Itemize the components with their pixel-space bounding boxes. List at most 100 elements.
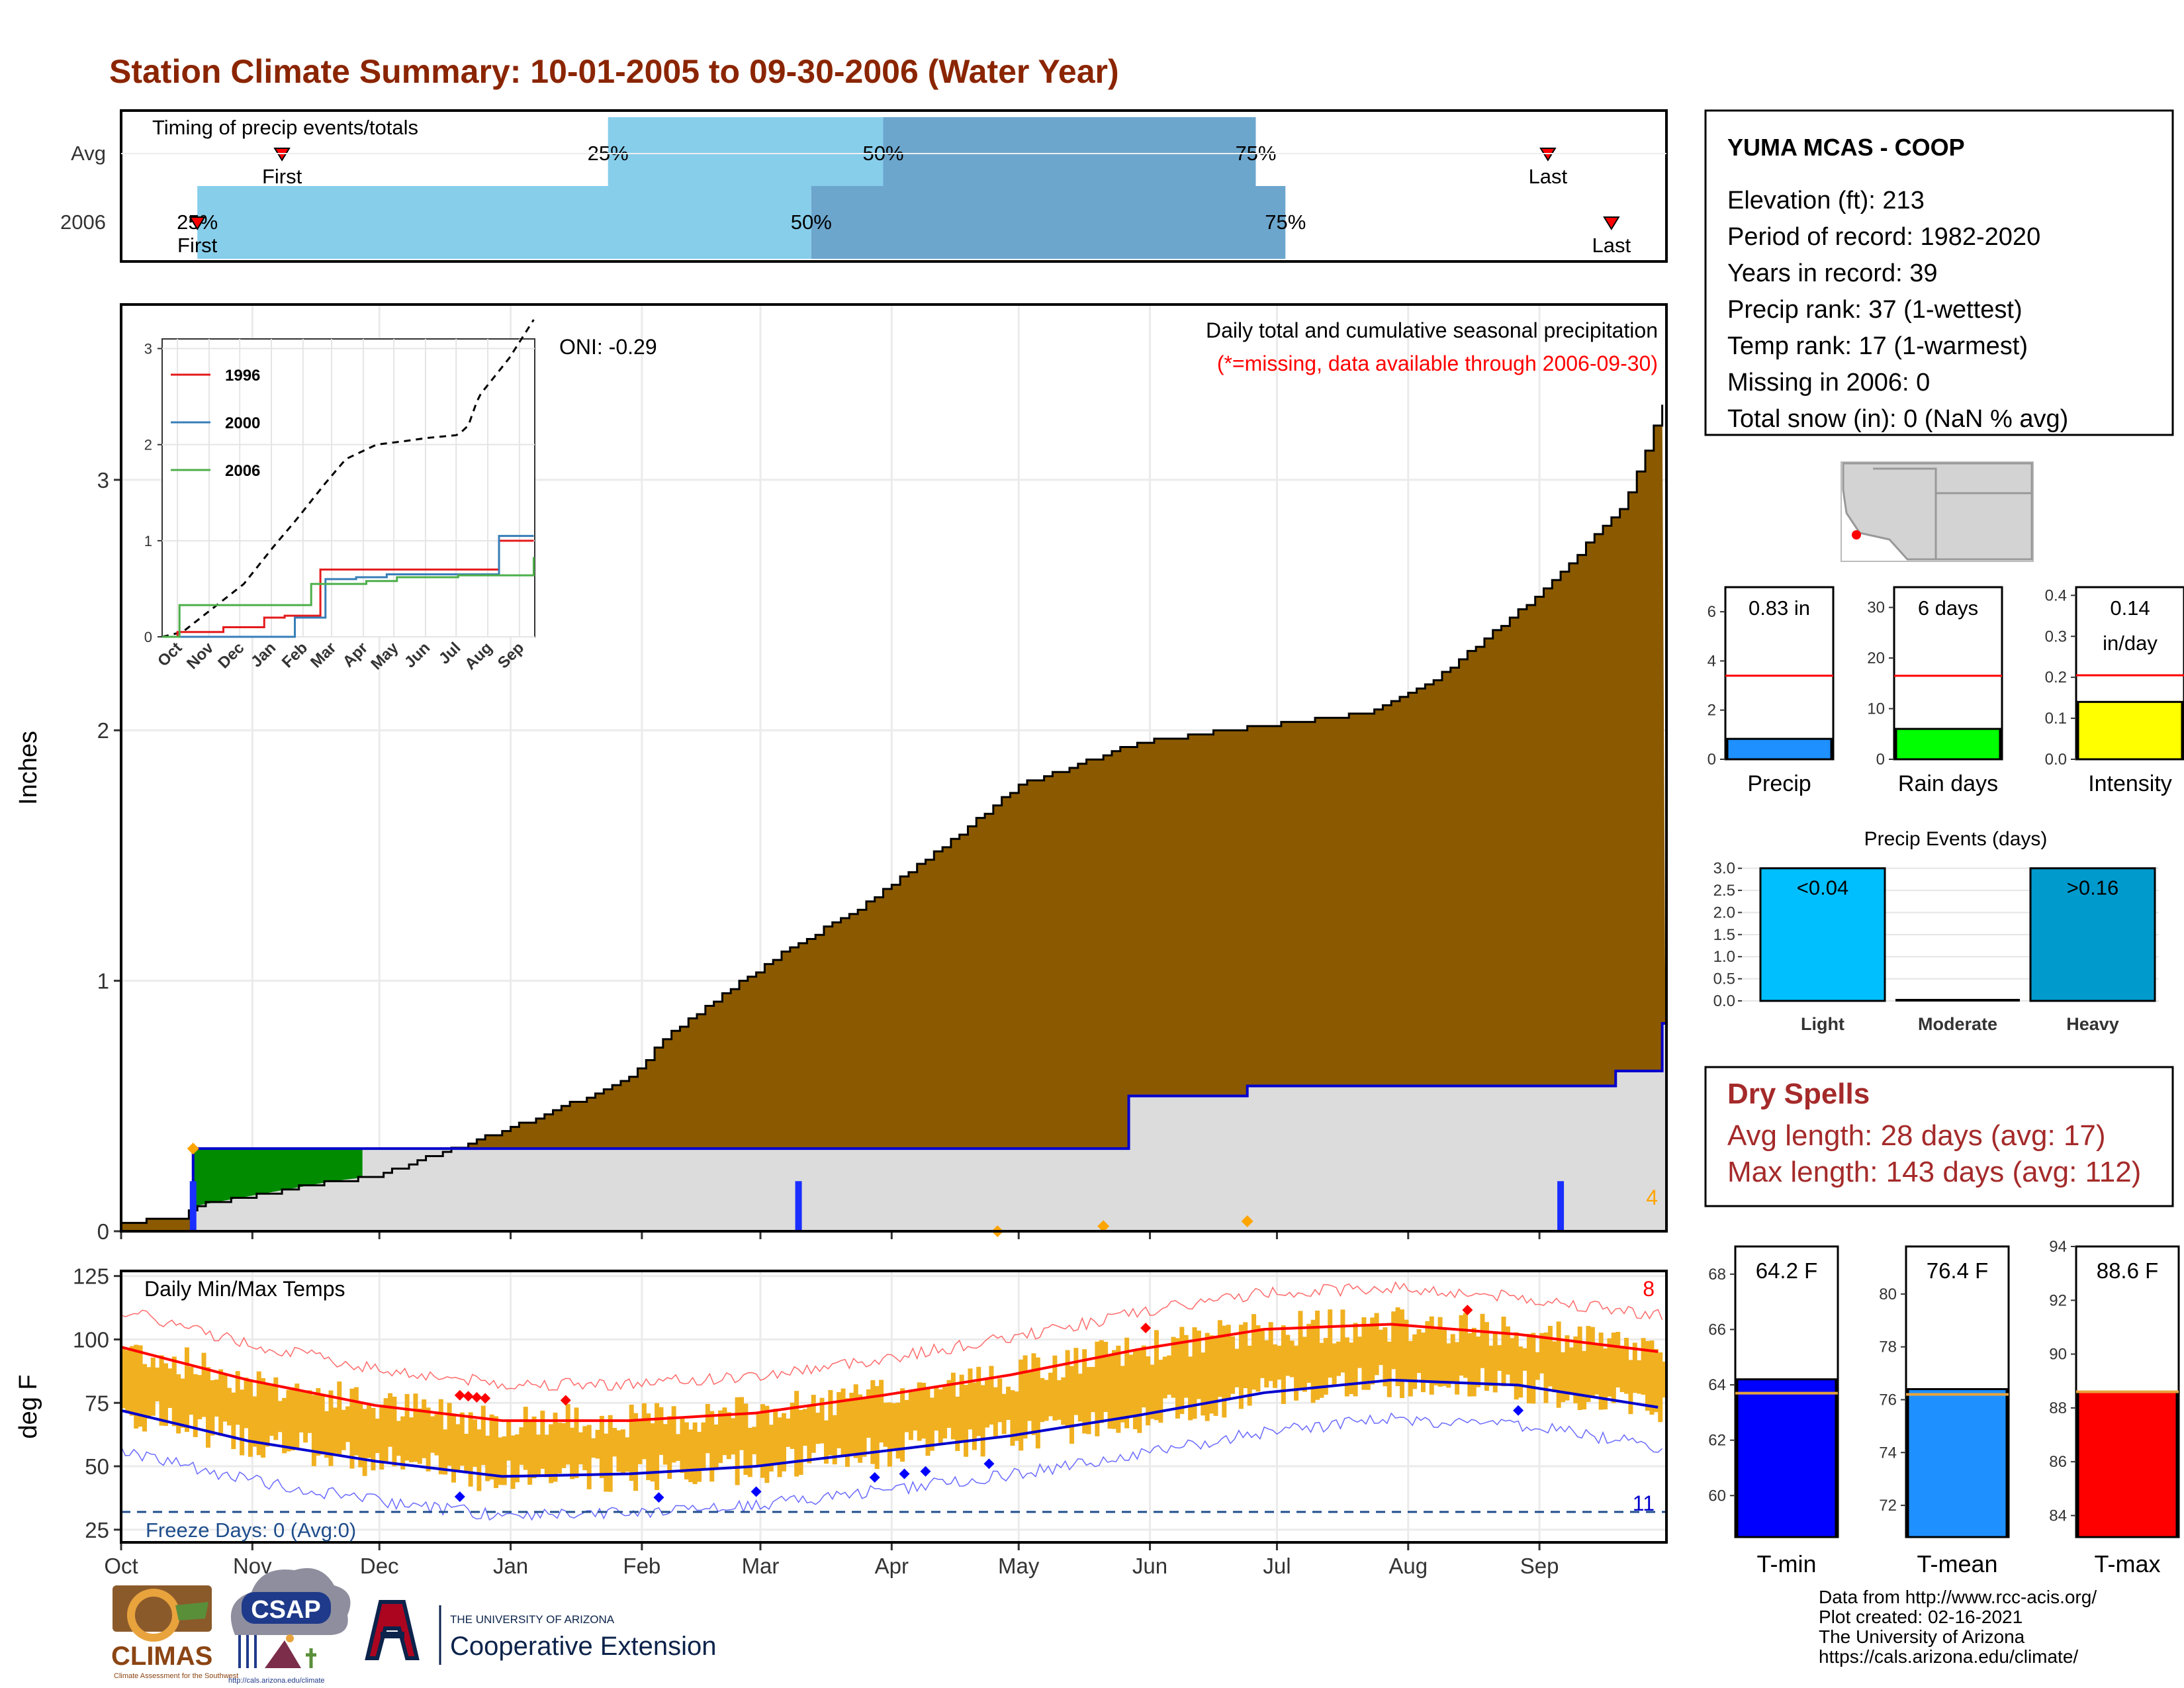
daily-temp-bar [1471,1327,1477,1397]
record-low-marker [1513,1405,1524,1416]
daily-temp-bar [150,1357,156,1416]
daily-temp-bar [1107,1355,1113,1429]
record-low-marker [899,1468,910,1479]
daily-temp-bar [1446,1343,1451,1388]
daily-temp-bar [798,1409,803,1476]
daily-temp-bar [934,1386,939,1431]
daily-temp-bar [480,1405,486,1466]
daily-temp-bar [819,1397,825,1444]
temp-xtick-label: Mar [742,1554,780,1578]
daily-temp-bar [790,1402,795,1449]
cumulative-precip-panel: 0 1 2 3 Inches Daily total and cumulative s… [15,303,1668,1244]
daily-temp-bar [1480,1313,1485,1368]
daily-temp-bar [1146,1356,1151,1426]
daily-temp-bar [1467,1333,1473,1397]
daily-temp-bar [409,1417,414,1462]
daily-temp-bar [747,1427,752,1477]
daily-temp-bar [265,1384,270,1447]
daily-temp-bar [349,1388,355,1469]
daily-temp-bar [646,1413,651,1480]
daily-temp-bar [1124,1337,1130,1429]
daily-temp-bar [1213,1338,1218,1416]
daily-temp-bar [1289,1340,1295,1378]
daily-temp-bar [502,1436,507,1485]
daily-temp-bar [1387,1341,1392,1397]
temp-stat-ytick-label: 84 [2049,1507,2067,1524]
daily-temp-bar [1099,1340,1104,1423]
precip-plot: 0 1 2 3 [97,305,1666,1244]
precip-stat-ytick-label: 0 [1876,751,1885,769]
daily-temp-bar [447,1403,452,1466]
daily-temp-bar [311,1395,316,1466]
temp-stat-ytick-label: 76 [1879,1391,1897,1409]
daily-temp-bar [900,1388,905,1462]
daily-temp-bar [214,1379,219,1417]
daily-temp-bar [1019,1359,1024,1451]
record-high-marker [480,1393,491,1404]
daily-temp-bar [604,1433,609,1492]
daily-temp-bar [155,1367,160,1401]
precip-stat-value-label: 6 days [1918,596,1978,620]
daily-temp-bar [477,1429,482,1491]
daily-temp-bar [1082,1349,1087,1434]
daily-temp-bar [248,1380,253,1457]
precip-event-marker [187,1143,199,1155]
daily-temp-bar [925,1387,931,1456]
ua-logo: THE UNIVERSITY OF ARIZONA Cooperative Ex… [365,1600,716,1665]
daily-temp-bar [1116,1345,1121,1433]
daily-temp-bar [866,1389,871,1438]
timing-last-label: Last [1529,165,1568,188]
daily-temp-bar [451,1415,456,1483]
daily-temp-bar [1594,1344,1600,1395]
daily-temp-bar [1408,1340,1413,1397]
daily-temp-bar [506,1419,512,1461]
credit-plot-created: Plot created: 02-16-2021 [1819,1607,2023,1627]
daily-temp-bar [595,1429,600,1459]
daily-temp-bar [1395,1307,1400,1387]
daily-temp-bar [1132,1350,1138,1430]
dry-spells-box: Dry Spells Avg length: 28 days (avg: 17)… [1704,1066,2174,1207]
temp-ylabel: deg F [15,1374,42,1438]
daily-temp-bar [261,1378,266,1458]
daily-temp-bar [1268,1322,1273,1382]
daily-temp-bar [426,1407,431,1472]
precip-stat-ytick-label: 20 [1867,649,1885,667]
daily-temp-bar [1285,1335,1291,1376]
station-line-missing: Missing in 2006: 0 [1727,369,1930,397]
daily-temp-bar [1535,1352,1540,1380]
daily-temp-bar [1412,1334,1418,1389]
precip-events-ytick-label: 2.5 [1713,882,1735,900]
daily-temp-bar [913,1391,918,1430]
daily-temp-bar [1607,1338,1612,1397]
daily-temp-bar [1226,1325,1231,1398]
daily-temp-bar [976,1366,981,1436]
station-line-elevation: Elevation (ft): 213 [1727,187,1925,214]
daily-temp-bar [743,1403,749,1476]
timing-row-label: Avg [71,142,106,165]
precip-annotation: Daily total and cumulative seasonal prec… [1206,318,1658,342]
daily-temp-bar [917,1382,922,1441]
daily-temp-bar [980,1385,985,1457]
footer: CLIMAS Climate Assessment for the Southw… [111,1568,2097,1685]
daily-temp-bar [1476,1336,1481,1387]
daily-temp-bar [997,1378,1003,1423]
precip-stat-bar-precip [1726,737,1833,761]
daily-temp-bar [1090,1367,1095,1413]
above-average-area [193,1149,363,1207]
daily-temp-bar [1539,1333,1545,1374]
inset-legend-label: 1996 [225,367,260,385]
precip-events-category: Light [1801,1014,1844,1034]
daily-temp-bar [586,1425,592,1489]
daily-temp-bar [625,1437,630,1472]
daily-temp-bar [472,1419,477,1467]
daily-temp-bar [358,1402,363,1468]
daily-temp-bar [163,1363,168,1427]
daily-temp-bar [222,1375,228,1422]
precip-stat-name: Intensity [2088,771,2172,796]
daily-temp-bar [781,1413,786,1472]
inset-legend-label: 2006 [225,462,260,480]
daily-temp-bar [307,1390,312,1433]
temp-frame [120,1270,1668,1544]
daily-temp-bar [887,1402,892,1467]
daily-temp-bar [1175,1338,1180,1419]
